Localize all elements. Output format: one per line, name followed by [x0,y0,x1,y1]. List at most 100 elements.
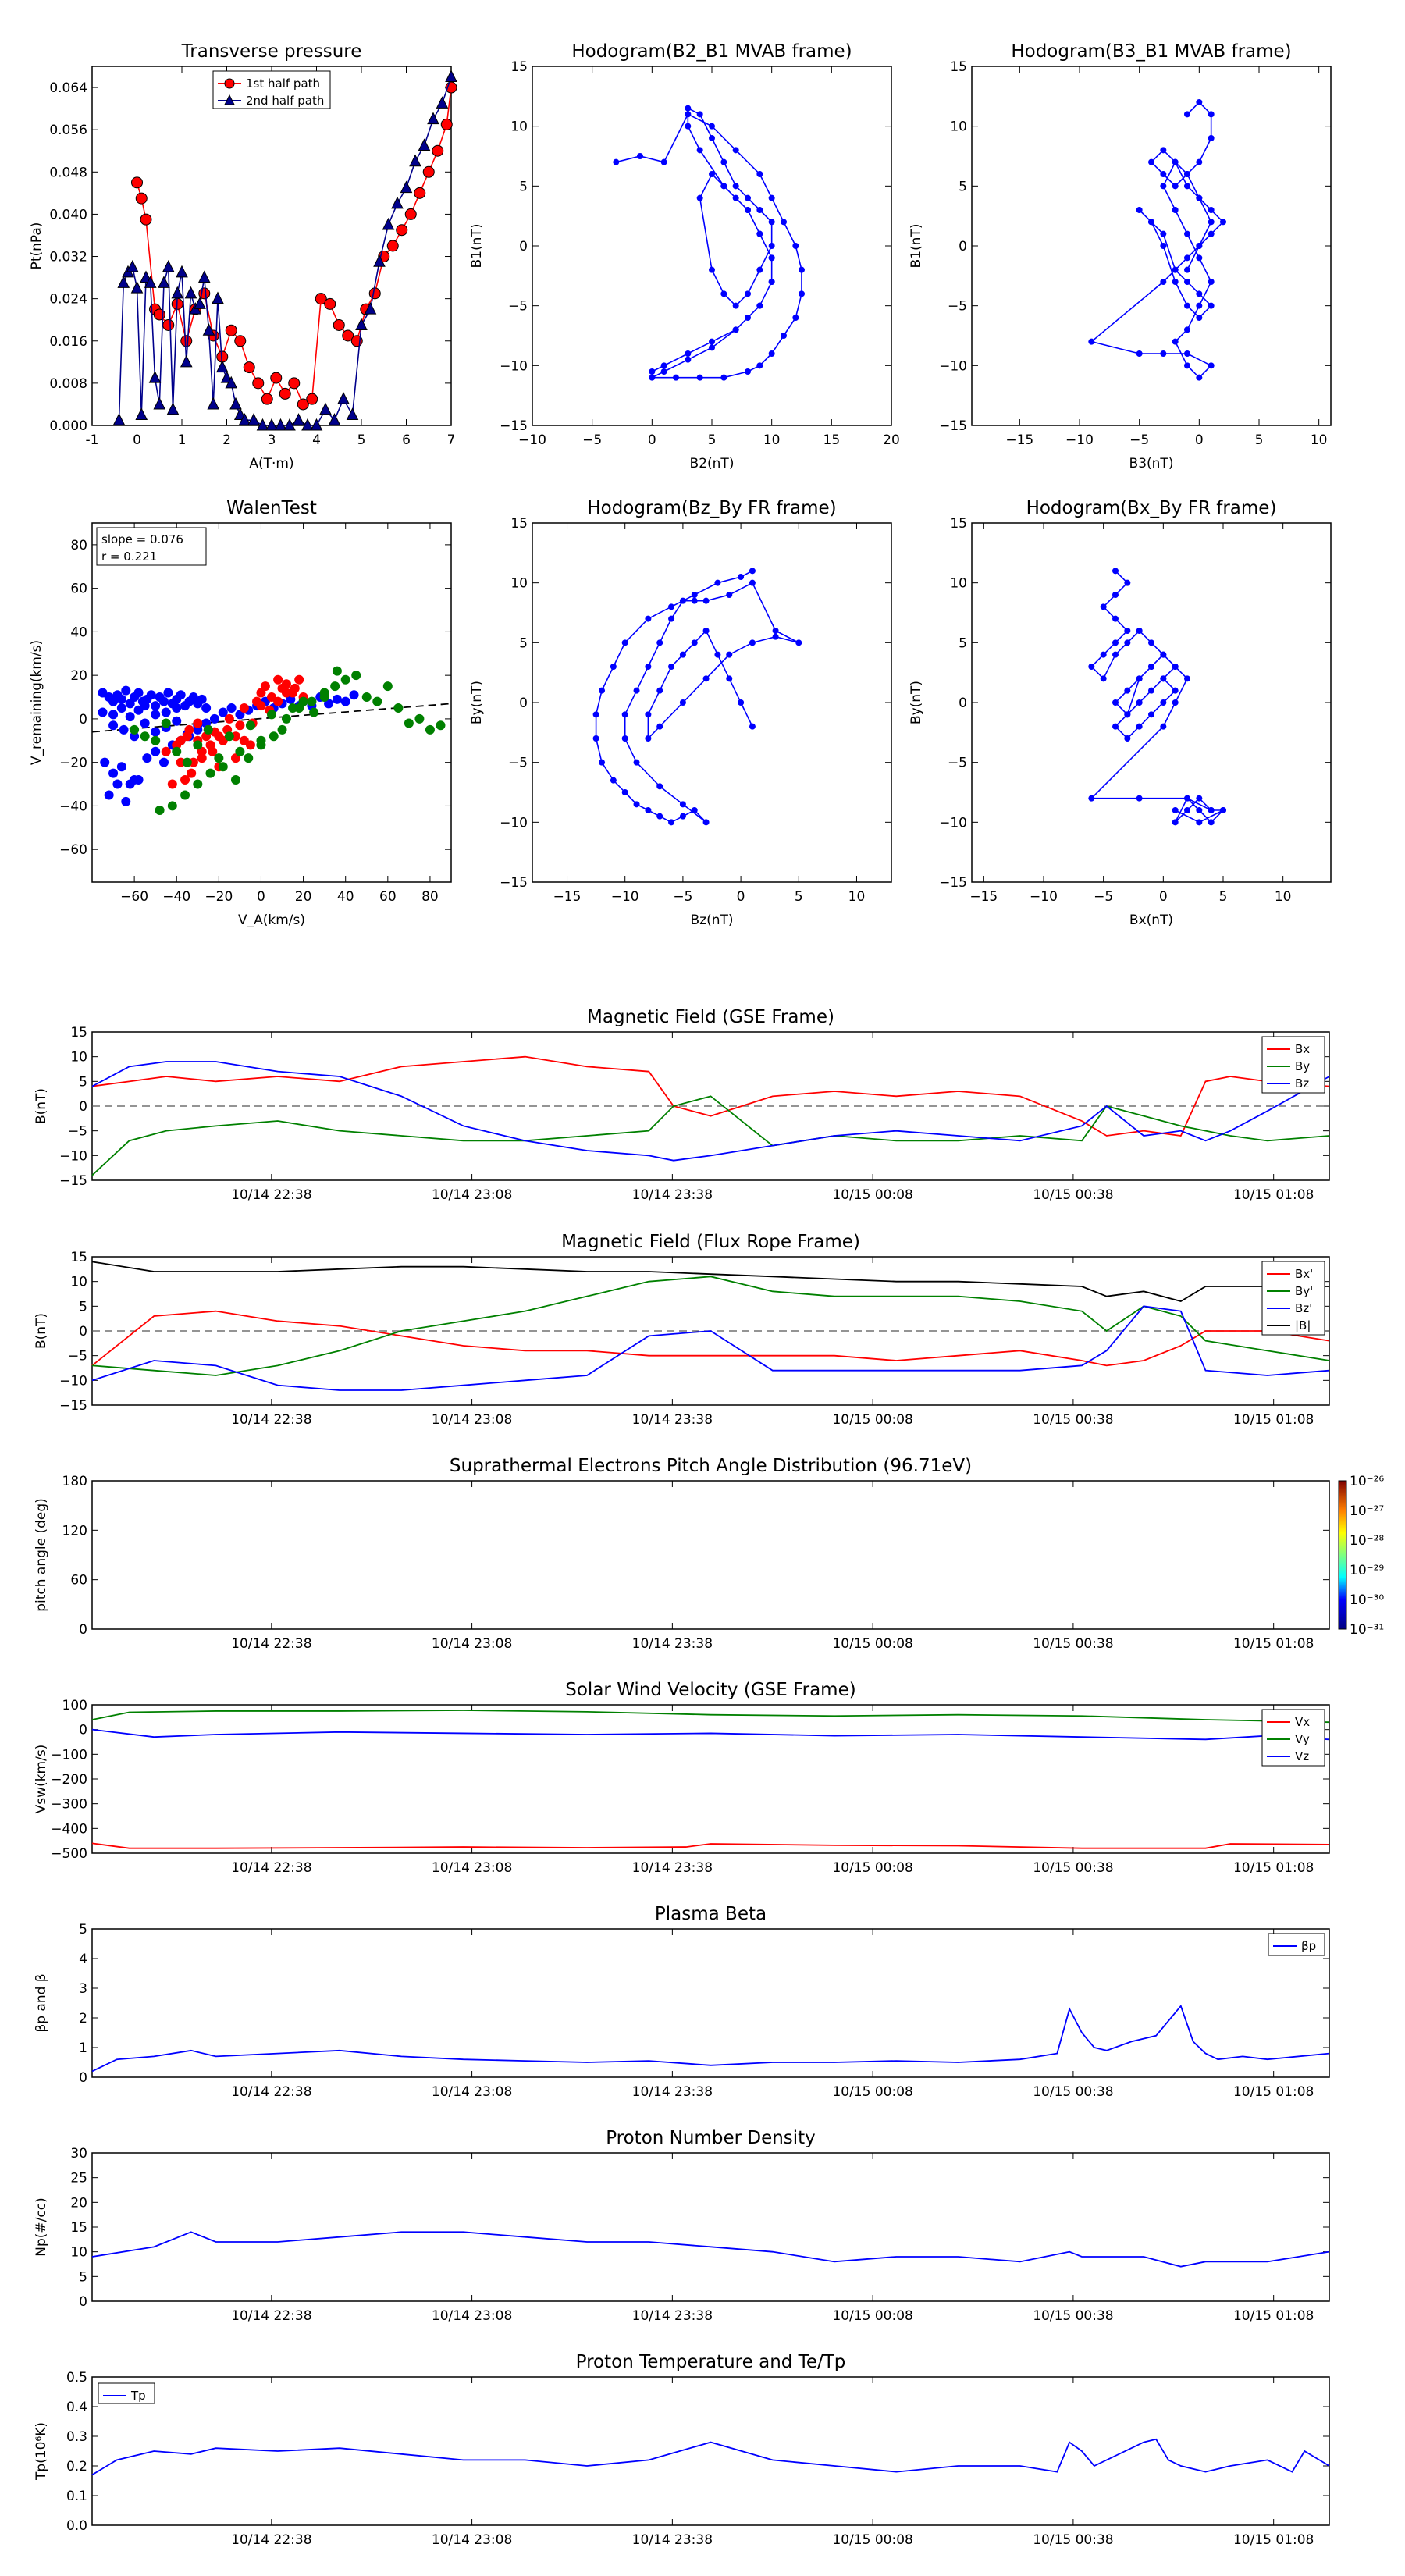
data-point [265,418,278,431]
chart-title: Transverse pressure [181,41,362,62]
chart-title: Hodogram(B3_B1 MVAB frame) [1011,41,1291,62]
data-point [214,753,224,763]
data-point [172,716,182,726]
data-point [1148,711,1154,718]
chart-bgse: Magnetic Field (GSE Frame) −15 −10 −5 0 5 10 15… [34,1007,1330,1203]
chart-title: Proton Temperature and Te/Tp [576,2352,846,2372]
y-tick-label: −400 [51,1821,87,1837]
series-0 [613,105,805,381]
legend-label: 2nd half path [246,94,324,108]
data-point [691,592,698,598]
data-point [1208,135,1215,141]
data-point [133,688,144,698]
y-tick-label: 10 [510,576,528,592]
data-point [340,696,350,706]
data-point [310,418,323,431]
chart-beta: Plasma Beta 0 1 2 3 4 5 10/14 22:38 10/14 23:08 1… [34,1904,1330,2100]
y-tick-label: 0.056 [49,123,87,138]
y-axis-label: B1(nT) [909,224,924,269]
data-point [726,651,733,658]
data-point [685,350,692,357]
data-point [1172,807,1179,813]
data-point [685,111,692,118]
data-point [1196,290,1203,297]
y-tick-label: 30 [70,2146,87,2161]
x-tick-label: 10/14 23:08 [432,1412,512,1428]
x-tick-label: 10/14 23:38 [632,1636,713,1652]
x-tick-label: 10 [763,432,781,448]
data-point [726,675,733,682]
data-point [166,402,180,415]
data-point [745,315,751,321]
data-point [297,398,309,411]
data-point [1208,207,1215,213]
legend-label: Bz [1295,1076,1309,1091]
x-tick-label: −5 [1094,889,1113,905]
data-point [171,286,184,299]
x-tick-label: 10/14 23:38 [632,1412,713,1428]
x-tick-label: 10 [1311,432,1328,448]
data-point [225,375,238,389]
data-point [656,723,663,730]
data-point [315,293,327,305]
y-tick-label: 0 [79,1723,87,1738]
data-point [184,286,197,299]
data-point [613,158,620,165]
data-point [270,372,283,384]
data-point [1124,687,1131,694]
data-point [656,639,663,646]
y-tick-label: 0.3 [66,2429,87,2445]
y-tick-label: 10 [70,1050,87,1066]
data-point [445,69,457,83]
y-tick-label: −15 [500,875,528,891]
data-point [340,674,350,685]
data-point [732,147,739,154]
data-point [218,707,228,717]
data-point [1112,651,1119,658]
x-tick-label: 10/15 00:08 [832,2308,912,2324]
series-|B| [91,1261,1329,1302]
data-point [130,774,140,785]
data-point [749,639,756,646]
data-point [1124,639,1131,646]
y-tick-label: 0.2 [66,2459,87,2475]
x-tick-label: 10/15 00:38 [1033,2308,1113,2324]
legend: Bx By Bz [1261,1036,1325,1094]
data-point [732,183,739,190]
data-point [112,413,126,425]
data-point [117,276,130,288]
data-point [756,266,763,273]
data-point [332,694,342,704]
data-point [215,360,229,373]
data-point [400,180,413,194]
chart-title: Magnetic Field (GSE Frame) [587,1007,834,1027]
data-point [1184,111,1190,118]
y-tick-label: 0 [79,1622,87,1638]
y-tick-label: 0 [79,2070,87,2086]
data-point [1196,99,1203,105]
chart-title: Suprathermal Electrons Pitch Angle Distr… [450,1456,972,1476]
chart-hxy: Hodogram(Bx_By FR frame) −15 −10 −5 0 5 10 15 −1… [909,498,1332,928]
y-axis-label: B1(nT) [469,224,485,269]
data-point [685,356,692,363]
data-point [218,762,228,772]
data-point [119,724,129,735]
data-point [645,664,652,670]
y-tick-label: −10 [939,815,967,831]
y-tick-label: 15 [70,1250,87,1265]
data-point [159,757,169,767]
data-point [1136,628,1143,634]
data-point [290,683,300,693]
series-line [91,2005,1330,2073]
series-line [91,1276,1330,1376]
legend-label: βp [1301,1939,1316,1953]
data-point [1196,819,1203,826]
data-point [756,230,763,237]
data-point [100,757,110,767]
y-tick-label: −40 [59,799,87,814]
y-tick-label: −100 [51,1747,87,1763]
data-point [1148,639,1154,646]
data-point [125,712,135,722]
x-tick-label: 10/15 01:08 [1233,1412,1314,1428]
data-point [1088,795,1095,802]
